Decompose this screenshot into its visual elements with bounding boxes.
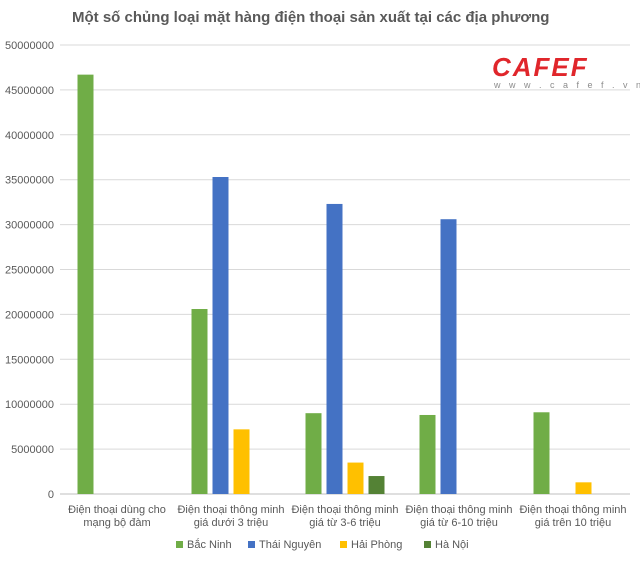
chart-title: Một số chủng loại mặt hàng điện thoại sả…: [72, 9, 549, 26]
bar-0-0: [77, 74, 94, 494]
logo-url: w w w . c a f e f . v n: [493, 80, 640, 90]
bars: [77, 74, 592, 495]
x-category-label: giá dưới 3 triệu: [194, 517, 269, 529]
x-category-label: giá từ 6-10 triệu: [420, 517, 498, 529]
legend-label: Hà Nội: [435, 539, 469, 551]
y-tick-label: 35000000: [5, 175, 54, 187]
legend-swatch: [340, 541, 347, 548]
gridlines: [60, 44, 630, 495]
x-category-label: Điện thoại thông minh: [177, 504, 284, 516]
y-tick-label: 50000000: [5, 40, 54, 52]
x-category-label: Điện thoại thông minh: [405, 504, 512, 516]
bar-1-3: [440, 219, 457, 494]
y-tick-label: 15000000: [5, 354, 54, 366]
x-category-label: Điện thoại thông minh: [519, 504, 626, 516]
legend: Bắc Ninh Thái Nguyên Hải Phòng Hà Nội: [176, 538, 469, 551]
y-tick-label: 40000000: [5, 130, 54, 142]
bar-3-2: [368, 476, 385, 494]
bar-2-2: [347, 462, 364, 494]
y-tick-label: 25000000: [5, 265, 54, 277]
bar-0-4: [533, 412, 550, 494]
legend-swatch: [176, 541, 183, 548]
x-category-label: giá từ 3-6 triệu: [309, 517, 381, 529]
y-tick-label: 30000000: [5, 220, 54, 232]
cafef-logo: CAFEF w w w . c a f e f . v n: [492, 52, 640, 90]
bar-0-3: [419, 414, 436, 494]
x-category-label: mạng bộ đàm: [83, 517, 150, 529]
bar-2-4: [575, 482, 592, 494]
y-axis: 0 5000000 10000000 15000000 20000000 25000000…: [5, 40, 54, 501]
x-category-label: Điện thoại dùng cho: [68, 504, 166, 516]
bar-0-1: [191, 309, 208, 494]
y-tick-label: 20000000: [5, 309, 54, 321]
bar-1-1: [212, 177, 229, 495]
y-tick-label: 5000000: [11, 444, 54, 456]
legend-label: Thái Nguyên: [259, 539, 321, 551]
y-tick-label: 45000000: [5, 85, 54, 97]
legend-label: Bắc Ninh: [187, 538, 232, 551]
logo-brand: CAFEF: [492, 52, 589, 82]
bar-2-1: [233, 429, 250, 494]
x-category-label: giá trên 10 triệu: [535, 517, 611, 529]
y-tick-label: 0: [48, 489, 54, 501]
bar-1-2: [326, 203, 343, 495]
legend-label: Hải Phòng: [351, 539, 402, 551]
bar-0-2: [305, 413, 322, 494]
legend-swatch: [424, 541, 431, 548]
y-tick-label: 10000000: [5, 399, 54, 411]
legend-swatch: [248, 541, 255, 548]
x-category-label: Điện thoại thông minh: [291, 504, 398, 516]
